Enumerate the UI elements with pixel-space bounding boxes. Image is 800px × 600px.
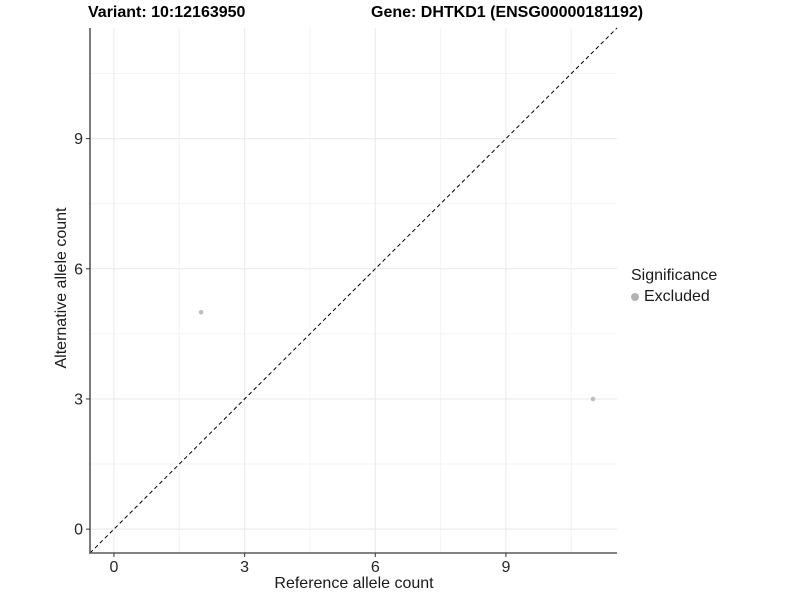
x-tick-label: 9 xyxy=(501,559,510,576)
x-tick-label: 0 xyxy=(110,559,119,576)
y-tick-label: 6 xyxy=(74,261,83,278)
y-tick-label: 3 xyxy=(74,391,83,408)
legend: Significance Excluded xyxy=(631,267,717,306)
x-axis-label: Reference allele count xyxy=(274,575,434,592)
x-tick-label: 3 xyxy=(240,559,249,576)
x-tick-label: 6 xyxy=(371,559,380,576)
y-tick-label: 9 xyxy=(74,131,83,148)
legend-title: Significance xyxy=(631,267,718,284)
data-point xyxy=(198,309,204,315)
y-tick-label: 0 xyxy=(74,522,83,539)
y-axis-label: Alternative allele count xyxy=(53,207,70,369)
data-point xyxy=(590,396,596,402)
legend-item-label: Excluded xyxy=(644,288,710,305)
identity-line xyxy=(89,27,618,554)
legend-key-dot-icon xyxy=(631,293,639,301)
variant-title: Variant: 10:12163950 xyxy=(88,4,246,21)
legend-item-excluded: Excluded xyxy=(631,288,717,306)
gene-title: Gene: DHTKD1 (ENSG00000181192) xyxy=(371,4,644,21)
